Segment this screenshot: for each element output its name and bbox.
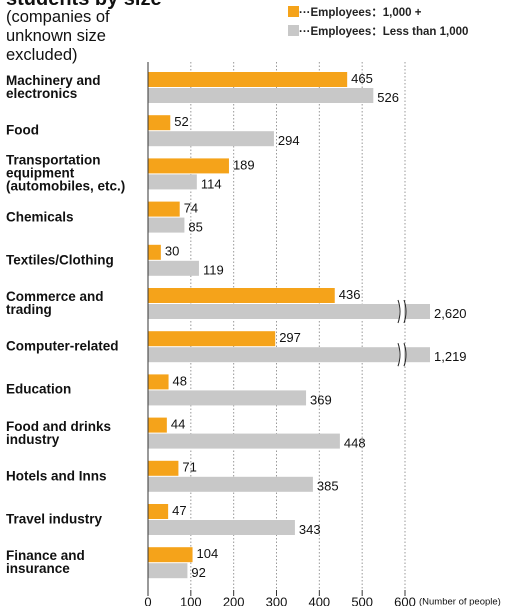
bar (148, 88, 374, 103)
axis-break (399, 300, 404, 323)
category-label: Education (6, 381, 72, 397)
value-label: 74 (184, 201, 198, 216)
category-label: Food (6, 122, 39, 138)
axis-break (397, 343, 407, 367)
value-label: 85 (188, 220, 202, 235)
bar (148, 115, 171, 131)
category-label: Hotels and Inns (6, 468, 107, 484)
value-label: 44 (171, 417, 185, 432)
bar (148, 304, 430, 319)
legend-label: Employees：Less than 1,000 (310, 26, 469, 38)
chart-title: students by size (6, 0, 162, 11)
category-label: Food and drinks industry (6, 418, 112, 447)
bar (148, 260, 199, 276)
bar (148, 158, 229, 174)
value-label: 448 (344, 436, 366, 451)
bar (148, 460, 179, 476)
value-label: 47 (172, 503, 186, 518)
value-label: 369 (310, 392, 332, 407)
bar (148, 201, 180, 217)
value-label: 119 (203, 263, 224, 278)
bar (148, 217, 185, 233)
x-tick-label: 400 (308, 594, 330, 606)
legend-item: ···Employees：1,000 + (288, 4, 421, 20)
bar (148, 374, 169, 390)
bar (148, 504, 169, 519)
bar (148, 433, 340, 449)
x-tick-label: 100 (180, 594, 202, 606)
value-label: 465 (351, 71, 373, 86)
x-tick-label: 300 (266, 594, 288, 606)
x-tick-label: 600 (394, 594, 416, 606)
category-label: Transportation equipment (automobiles, e… (6, 152, 126, 194)
value-label: 385 (317, 479, 339, 494)
category-label: Chemicals (6, 209, 74, 225)
legend-swatch (288, 25, 299, 36)
category-label: Finance and insurance (6, 548, 85, 577)
value-label: 48 (173, 373, 187, 388)
bar (148, 244, 161, 260)
axis-break (397, 299, 407, 324)
category-label: Commerce and trading (6, 289, 104, 317)
value-label: 294 (278, 133, 300, 148)
value-label: 71 (182, 460, 196, 475)
category-label: Machinery and electronics (6, 73, 101, 101)
x-tick-label: 200 (223, 594, 245, 606)
bar (148, 390, 307, 406)
bar (148, 174, 197, 190)
value-label: 526 (377, 90, 399, 105)
category-label: Computer-related (6, 338, 119, 354)
value-label: 2,620 (434, 306, 467, 321)
bar (148, 476, 313, 492)
chart-subtitle: (companies of unknown size excluded) (6, 8, 110, 64)
x-axis-label: (Number of people) (419, 597, 501, 606)
value-label: 189 (233, 157, 255, 172)
bar (148, 520, 295, 535)
bar (148, 72, 348, 87)
category-label: Textiles/Clothing (6, 252, 114, 268)
x-tick-label: 500 (351, 594, 373, 606)
category-label: Travel industry (6, 511, 103, 527)
legend-label: Employees：1,000 + (310, 7, 422, 19)
bar (148, 547, 193, 563)
value-label: 104 (197, 546, 219, 561)
bar (148, 563, 188, 579)
bar (148, 417, 167, 433)
value-label: 343 (299, 522, 321, 537)
x-tick-label: 0 (144, 594, 151, 606)
value-label: 114 (201, 176, 222, 191)
bar (148, 331, 276, 347)
legend-swatch (288, 6, 299, 17)
value-label: 92 (191, 565, 205, 580)
bar (148, 131, 274, 147)
bar (148, 288, 335, 303)
value-label: 1,219 (434, 349, 467, 364)
value-label: 52 (174, 114, 188, 129)
value-label: 436 (339, 287, 361, 302)
value-label: 297 (279, 330, 301, 345)
axis-break (399, 343, 404, 367)
bar (148, 347, 430, 363)
legend-item: ···Employees：Less than 1,000 (288, 23, 468, 39)
value-label: 30 (165, 244, 179, 259)
